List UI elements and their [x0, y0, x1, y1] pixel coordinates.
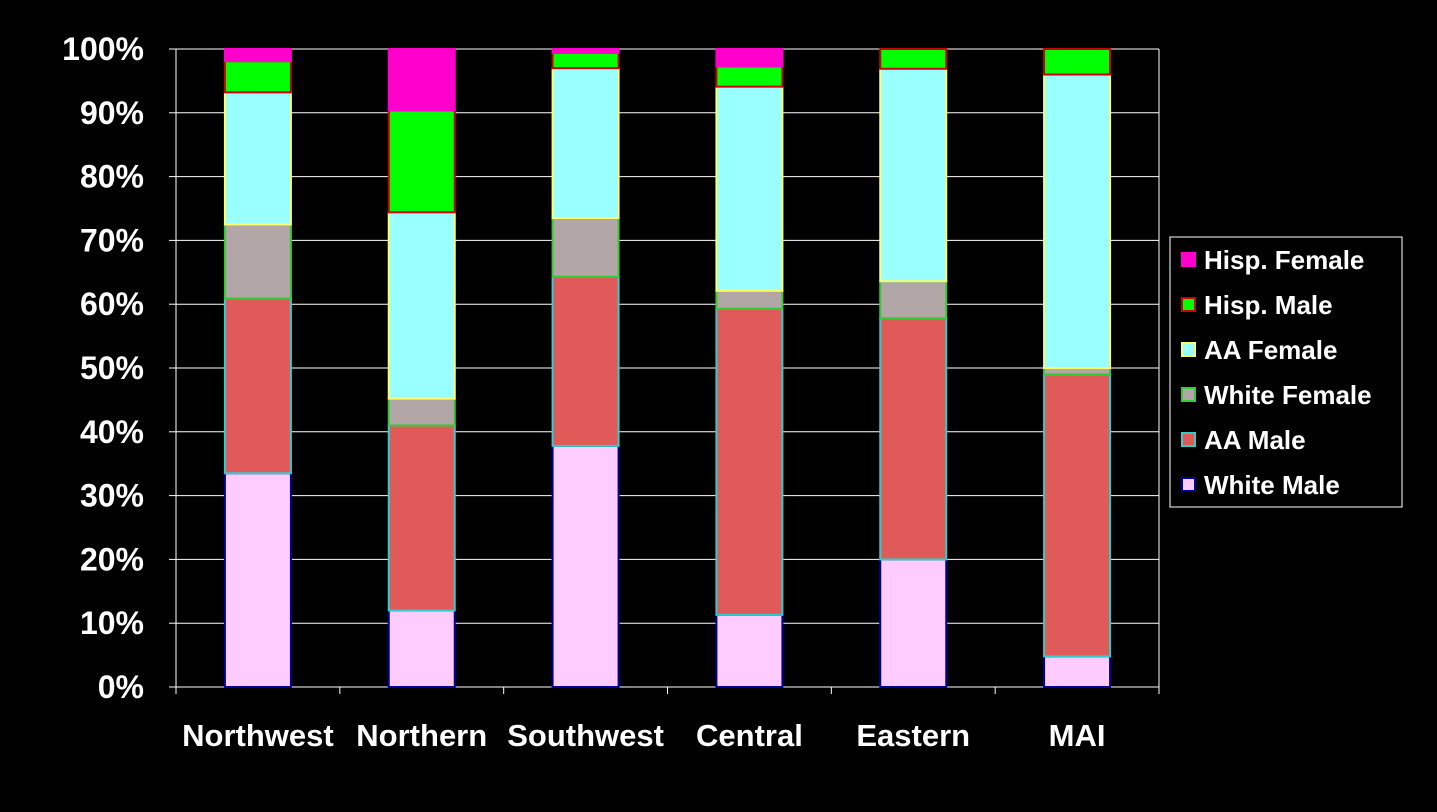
y-tick-label: 70% [80, 222, 144, 258]
bar-segment [551, 444, 620, 688]
bar-segment [223, 297, 292, 475]
bar-segment [387, 609, 456, 688]
bar-segment [715, 65, 784, 88]
legend-swatch [1181, 342, 1196, 357]
legend: Hisp. Female Hisp. Male AA Female White Fem… [1169, 236, 1403, 508]
bar-segment [223, 223, 292, 300]
y-axis-tick-labels: 0% 10% 20% 30% 40% 50% 60% 70% 80% 90% 100% [62, 31, 144, 705]
y-tick-label: 0% [98, 669, 144, 705]
bar-segment [879, 280, 948, 320]
legend-label: Hisp. Male [1204, 290, 1333, 320]
bar-segment [715, 85, 784, 292]
bar-segment [387, 109, 456, 214]
legend-label: AA Female [1204, 335, 1337, 365]
bar-segment [387, 211, 456, 400]
y-tick-label: 10% [80, 605, 144, 641]
y-tick-label: 30% [80, 478, 144, 514]
x-axis-category-labels: Northwest Northern Southwest Central Eastern… [182, 718, 1105, 753]
legend-box [1169, 236, 1403, 508]
bar-segment [715, 307, 784, 616]
legend-label: White Female [1204, 380, 1372, 410]
x-category-label: Eastern [856, 718, 970, 753]
bar-segment [387, 424, 456, 612]
bar-segment [387, 397, 456, 427]
y-tick-label: 40% [80, 414, 144, 450]
x-category-label: Northwest [182, 718, 334, 753]
bar-segment [1043, 373, 1112, 658]
legend-swatch [1181, 252, 1196, 267]
bar-segment [715, 613, 784, 689]
bar-segment [879, 558, 948, 689]
legend-label: AA Male [1204, 425, 1306, 455]
x-category-label: Northern [356, 718, 487, 753]
bar-segment [223, 91, 292, 226]
legend-swatch [1181, 477, 1196, 492]
y-tick-label: 80% [80, 159, 144, 195]
bar-segment [1043, 73, 1112, 370]
bar-segment [879, 48, 948, 70]
bar-segment [879, 317, 948, 561]
legend-label: White Male [1204, 470, 1340, 500]
bar-segment [551, 275, 620, 447]
bar-segment [551, 217, 620, 278]
legend-label: Hisp. Female [1204, 245, 1364, 275]
bar-segment [223, 472, 292, 688]
y-tick-label: 60% [80, 286, 144, 322]
bar-segment [715, 289, 784, 310]
bar-segment [551, 51, 620, 70]
bar-segment [223, 60, 292, 94]
y-tick-label: 50% [80, 350, 144, 386]
x-category-label: Southwest [507, 718, 664, 753]
bar-segment [223, 48, 292, 63]
y-tick-label: 90% [80, 95, 144, 131]
legend-swatch [1181, 432, 1196, 447]
bars [223, 48, 1112, 689]
bar-segment [1043, 655, 1112, 688]
axes [169, 48, 1160, 694]
bar-segment [551, 67, 620, 220]
bar-segment [551, 48, 620, 54]
bar-segment [1043, 48, 1112, 76]
bar-segment [715, 48, 784, 68]
bar-segment [387, 48, 456, 112]
x-category-label: Central [696, 718, 803, 753]
bar-segment [879, 67, 948, 283]
gridlines [176, 48, 1159, 624]
y-tick-label: 20% [80, 541, 144, 577]
legend-swatch [1181, 387, 1196, 402]
y-tick-label: 100% [62, 31, 144, 67]
legend-swatch [1181, 297, 1196, 312]
x-category-label: MAI [1049, 718, 1106, 753]
